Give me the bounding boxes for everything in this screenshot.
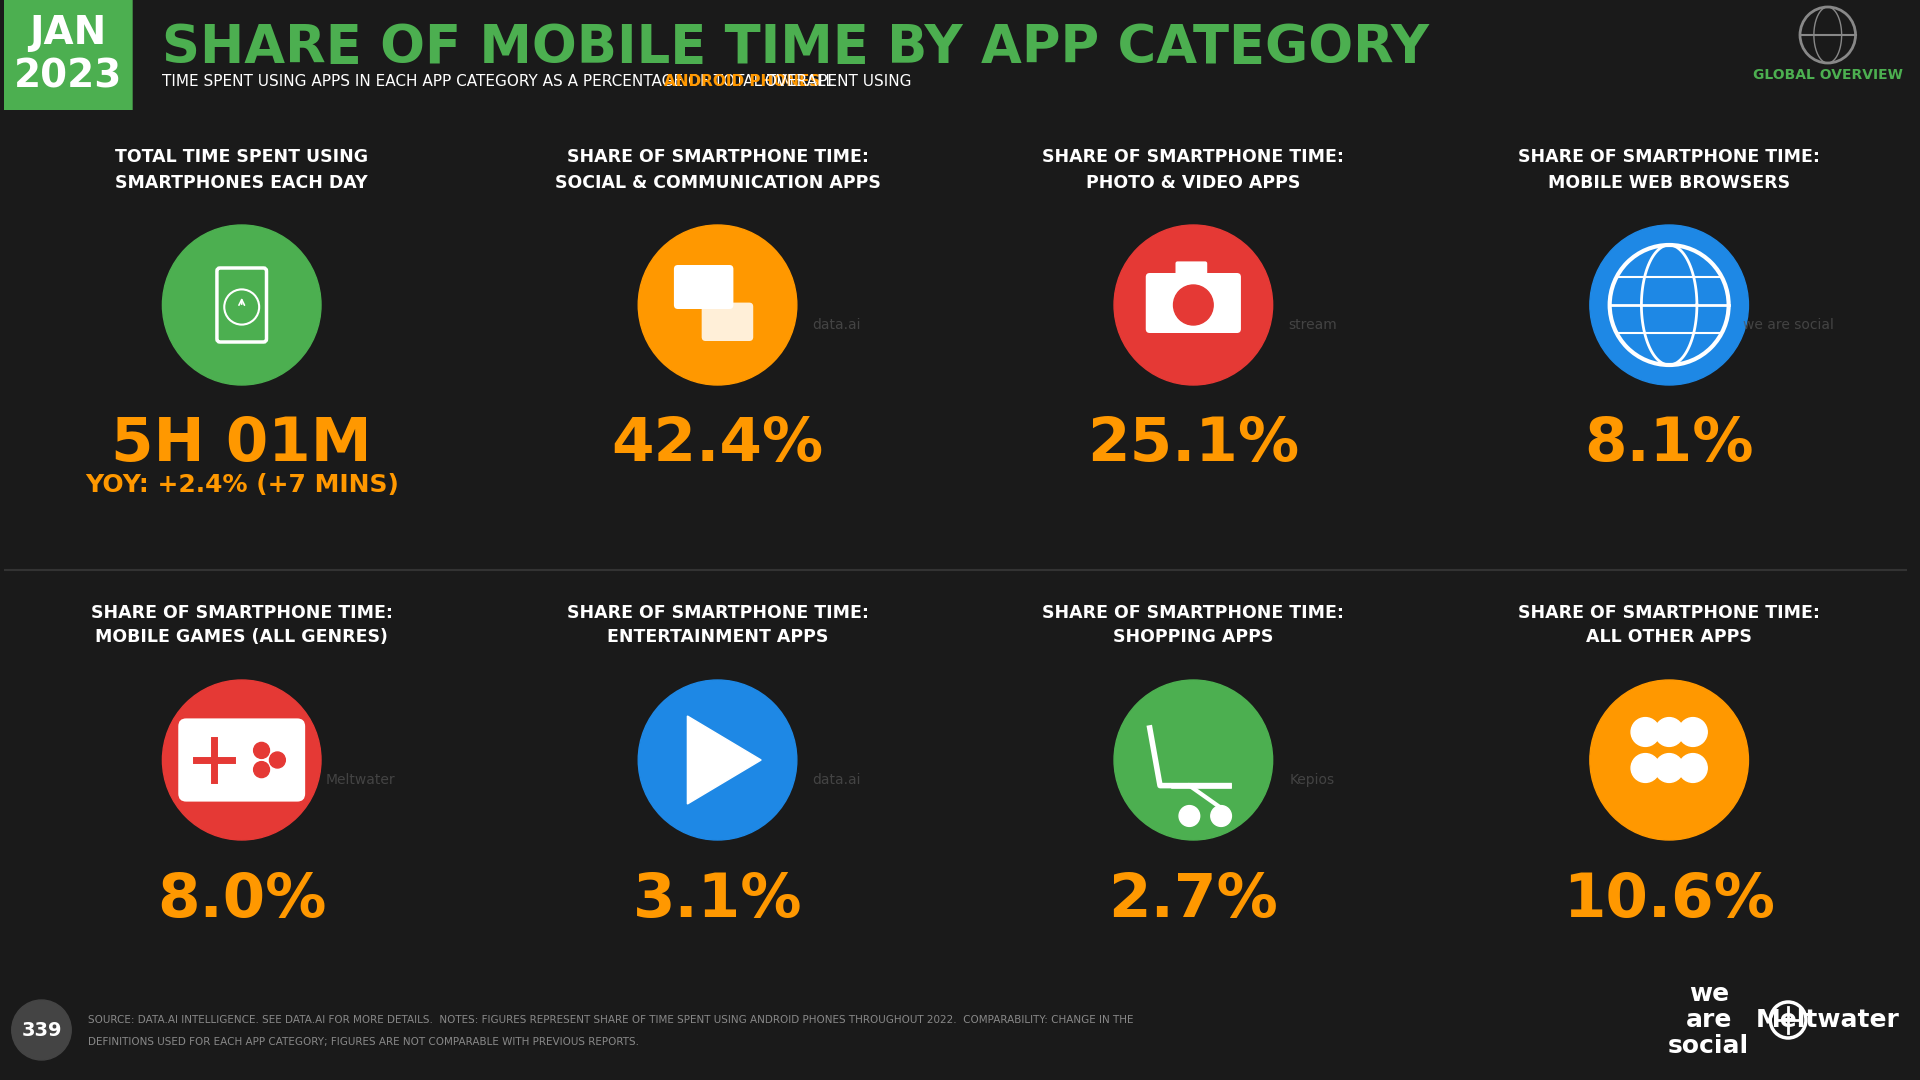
- Circle shape: [12, 1000, 71, 1059]
- Text: we are social: we are social: [1743, 318, 1834, 332]
- Circle shape: [637, 225, 797, 384]
- Text: stream: stream: [1288, 318, 1336, 332]
- Text: Meltwater: Meltwater: [1755, 1008, 1899, 1032]
- Circle shape: [1632, 754, 1659, 782]
- Polygon shape: [687, 716, 760, 804]
- Circle shape: [1632, 717, 1659, 746]
- Circle shape: [253, 761, 269, 778]
- Text: ANDROID PHONES: ANDROID PHONES: [664, 75, 820, 90]
- Text: Kepios: Kepios: [1290, 773, 1334, 787]
- Text: we
are
social: we are social: [1668, 982, 1749, 1058]
- FancyBboxPatch shape: [1146, 273, 1240, 333]
- Text: 10.6%: 10.6%: [1563, 870, 1776, 930]
- Circle shape: [163, 225, 321, 384]
- Text: SHARE OF SMARTPHONE TIME:
SHOPPING APPS: SHARE OF SMARTPHONE TIME: SHOPPING APPS: [1043, 604, 1344, 647]
- Text: JAN
2023: JAN 2023: [13, 14, 123, 96]
- Text: SHARE OF SMARTPHONE TIME:
PHOTO & VIDEO APPS: SHARE OF SMARTPHONE TIME: PHOTO & VIDEO …: [1043, 148, 1344, 191]
- Text: SHARE OF MOBILE TIME BY APP CATEGORY: SHARE OF MOBILE TIME BY APP CATEGORY: [163, 22, 1428, 75]
- Circle shape: [1590, 225, 1749, 384]
- Text: data.ai: data.ai: [812, 773, 860, 787]
- Text: 339: 339: [21, 1021, 61, 1039]
- Text: 3.1%: 3.1%: [634, 870, 803, 930]
- Circle shape: [1114, 225, 1273, 384]
- Circle shape: [1678, 754, 1707, 782]
- Text: 8.0%: 8.0%: [157, 870, 326, 930]
- Text: DEFINITIONS USED FOR EACH APP CATEGORY; FIGURES ARE NOT COMPARABLE WITH PREVIOUS: DEFINITIONS USED FOR EACH APP CATEGORY; …: [88, 1037, 639, 1047]
- Text: YOY: +2.4% (+7 MINS): YOY: +2.4% (+7 MINS): [84, 473, 399, 497]
- Text: TIME SPENT USING APPS IN EACH APP CATEGORY AS A PERCENTAGE OF TOTAL TIME SPENT U: TIME SPENT USING APPS IN EACH APP CATEGO…: [163, 75, 916, 90]
- Text: SHARE OF SMARTPHONE TIME:
SOCIAL & COMMUNICATION APPS: SHARE OF SMARTPHONE TIME: SOCIAL & COMMU…: [555, 148, 881, 191]
- FancyBboxPatch shape: [1175, 261, 1208, 282]
- Circle shape: [269, 752, 286, 768]
- Text: 42.4%: 42.4%: [611, 416, 824, 474]
- Text: SHARE OF SMARTPHONE TIME:
ENTERTAINMENT APPS: SHARE OF SMARTPHONE TIME: ENTERTAINMENT …: [566, 604, 868, 647]
- Circle shape: [1179, 806, 1200, 826]
- Circle shape: [1114, 680, 1273, 840]
- Text: SHARE OF SMARTPHONE TIME:
MOBILE GAMES (ALL GENRES): SHARE OF SMARTPHONE TIME: MOBILE GAMES (…: [90, 604, 394, 647]
- FancyBboxPatch shape: [674, 265, 733, 309]
- Circle shape: [1678, 717, 1707, 746]
- Circle shape: [637, 680, 797, 840]
- Circle shape: [1655, 754, 1684, 782]
- Circle shape: [253, 742, 269, 758]
- Text: SOURCE: DATA.AI INTELLIGENCE. SEE DATA.AI FOR MORE DETAILS.  NOTES: FIGURES REPR: SOURCE: DATA.AI INTELLIGENCE. SEE DATA.A…: [88, 1015, 1133, 1025]
- Text: data.ai: data.ai: [812, 318, 860, 332]
- Text: Meltwater: Meltwater: [326, 773, 396, 787]
- FancyBboxPatch shape: [4, 0, 132, 110]
- Circle shape: [1590, 680, 1749, 840]
- FancyBboxPatch shape: [179, 718, 305, 801]
- Circle shape: [163, 680, 321, 840]
- FancyBboxPatch shape: [701, 302, 753, 341]
- Text: TOTAL TIME SPENT USING
SMARTPHONES EACH DAY: TOTAL TIME SPENT USING SMARTPHONES EACH …: [115, 148, 369, 191]
- Text: 8.1%: 8.1%: [1584, 416, 1755, 474]
- Text: 5H 01M: 5H 01M: [111, 416, 372, 474]
- Text: SHARE OF SMARTPHONE TIME:
MOBILE WEB BROWSERS: SHARE OF SMARTPHONE TIME: MOBILE WEB BRO…: [1519, 148, 1820, 191]
- Circle shape: [1655, 717, 1684, 746]
- Circle shape: [1173, 285, 1213, 325]
- Text: SHARE OF SMARTPHONE TIME:
ALL OTHER APPS: SHARE OF SMARTPHONE TIME: ALL OTHER APPS: [1519, 604, 1820, 647]
- Text: GLOBAL OVERVIEW: GLOBAL OVERVIEW: [1753, 68, 1903, 82]
- Text: 25.1%: 25.1%: [1087, 416, 1300, 474]
- Text: OVERALL: OVERALL: [760, 75, 833, 90]
- Circle shape: [1212, 806, 1231, 826]
- Text: 2.7%: 2.7%: [1108, 870, 1279, 930]
